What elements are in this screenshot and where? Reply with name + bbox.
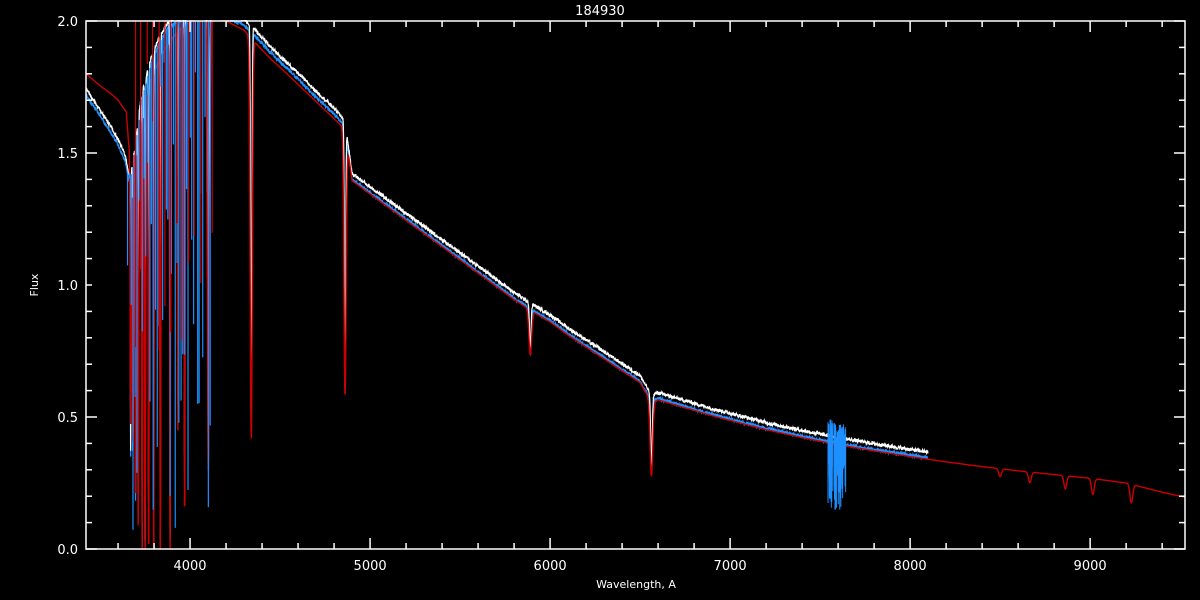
axis-labels: 4000 5000 6000 7000 8000 9000 0.0 0.5 1.0 1.5 2.0 bbox=[57, 15, 1106, 574]
x-tick-label: 8000 bbox=[894, 559, 927, 574]
series-observed-white bbox=[86, 20, 929, 543]
series-observed-blue bbox=[86, 20, 929, 549]
x-axis-label: Wavelength, A bbox=[596, 578, 676, 591]
x-tick-label: 7000 bbox=[714, 559, 747, 574]
series-model-red bbox=[86, 20, 1185, 549]
y-tick-label: 1.0 bbox=[57, 279, 78, 294]
y-tick-label: 1.5 bbox=[57, 147, 78, 162]
x-tick-label: 5000 bbox=[354, 559, 387, 574]
data-curves bbox=[86, 20, 1185, 549]
y-axis-label: Flux bbox=[28, 273, 41, 296]
y-tick-label: 2.0 bbox=[57, 15, 78, 30]
x-tick-label: 4000 bbox=[173, 559, 206, 574]
x-tick-label: 9000 bbox=[1074, 559, 1107, 574]
y-tick-label: 0.5 bbox=[57, 411, 78, 426]
y-tick-label: 0.0 bbox=[57, 543, 78, 558]
x-tick-label: 6000 bbox=[534, 559, 567, 574]
chart-title: 184930 bbox=[575, 4, 625, 19]
axis-frame bbox=[85, 20, 1186, 550]
